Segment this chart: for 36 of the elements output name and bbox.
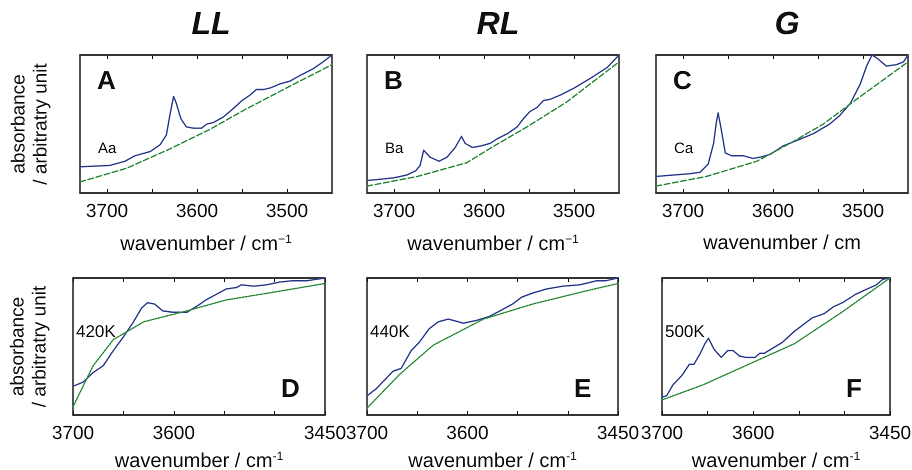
annotation: Ca [674, 140, 694, 157]
x-tick-label: 3450 [304, 423, 346, 444]
annotation: C [673, 65, 692, 95]
x-tick-label: 3500 [842, 201, 884, 222]
x-tick-label: 3600 [152, 423, 195, 444]
annotation: Ba [385, 140, 404, 157]
annotation: A [97, 65, 116, 95]
y-axis-title: absorbance / arbitratry unit [8, 62, 52, 185]
x-tick-label: 3700 [640, 423, 684, 444]
x-tick-label: 3600 [752, 201, 794, 222]
chart-title: RL [476, 5, 520, 41]
x-tick-label: 3450 [868, 423, 912, 444]
x-tick-label: 3700 [662, 201, 704, 222]
x-tick-label: 3700 [372, 201, 416, 222]
x-tick-label: 3500 [266, 201, 308, 222]
annotation: 420K [76, 322, 116, 341]
annotation: 500K [665, 322, 706, 341]
annotation: E [574, 373, 592, 403]
annotation: Aa [98, 140, 118, 157]
x-tick-label: 3700 [52, 423, 94, 444]
annotation: F [846, 373, 862, 403]
chart-title: LL [191, 5, 231, 41]
x-tick-label: 3600 [176, 201, 218, 222]
annotation: 440K [370, 322, 410, 341]
chart-title: G [774, 5, 800, 41]
x-axis-title: wavenumber / cm [702, 232, 861, 254]
x-tick-label: 3700 [346, 423, 388, 444]
y-axis-title: absorbance / arbitratry unit [8, 285, 50, 408]
x-tick-label: 3500 [552, 201, 596, 222]
annotation: B [384, 65, 403, 95]
x-tick-label: 3600 [732, 423, 774, 444]
x-tick-label: 3600 [446, 423, 489, 444]
x-tick-label: 3450 [596, 423, 640, 444]
x-tick-label: 3700 [86, 201, 128, 222]
annotation: D [281, 373, 300, 403]
x-tick-label: 3600 [462, 201, 506, 222]
